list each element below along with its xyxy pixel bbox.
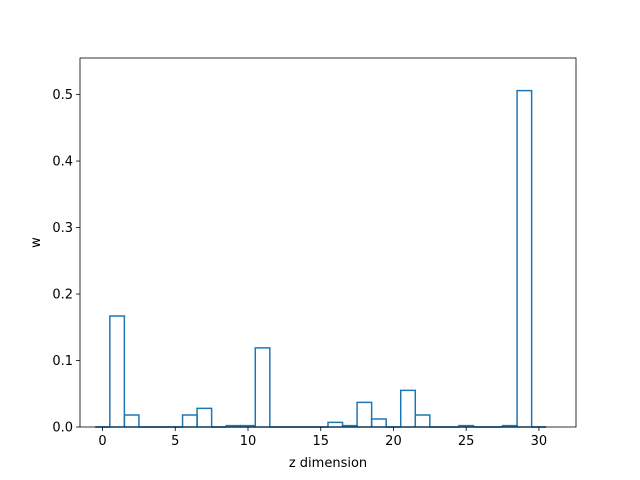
x-tick-label: 20: [385, 434, 402, 449]
x-tick-label: 0: [98, 434, 106, 449]
y-tick-label: 0.3: [52, 221, 73, 236]
histogram-bar: [414, 414, 431, 427]
histogram-bar: [356, 401, 373, 427]
histogram-bar: [254, 347, 271, 427]
histogram-bar: [327, 421, 344, 427]
histogram-bar: [196, 407, 213, 427]
x-tick-label: 10: [240, 434, 257, 449]
histogram-bar: [123, 414, 140, 427]
x-axis-ticks: 0 5 10 15 20 25 30: [98, 427, 547, 449]
x-tick-label: 5: [171, 434, 179, 449]
histogram-bar: [516, 89, 533, 427]
histogram-bar: [370, 418, 387, 427]
x-tick-label: 25: [458, 434, 475, 449]
histogram-bar: [399, 389, 417, 427]
y-axis-label: w: [29, 237, 44, 248]
y-tick-label: 0.1: [52, 354, 73, 369]
axes-frame: [79, 57, 577, 428]
y-tick-label: 0.2: [52, 288, 73, 303]
x-tick-label: 30: [531, 434, 548, 449]
y-tick-label: 0.0: [52, 421, 73, 436]
y-axis-ticks: 0.0 0.1 0.2 0.3 0.4 0.5: [52, 88, 80, 436]
x-tick-label: 15: [312, 434, 329, 449]
y-tick-label: 0.4: [52, 155, 73, 170]
y-tick-label: 0.5: [52, 88, 73, 103]
histogram-bar: [109, 315, 126, 427]
x-axis-label: z dimension: [289, 456, 367, 471]
